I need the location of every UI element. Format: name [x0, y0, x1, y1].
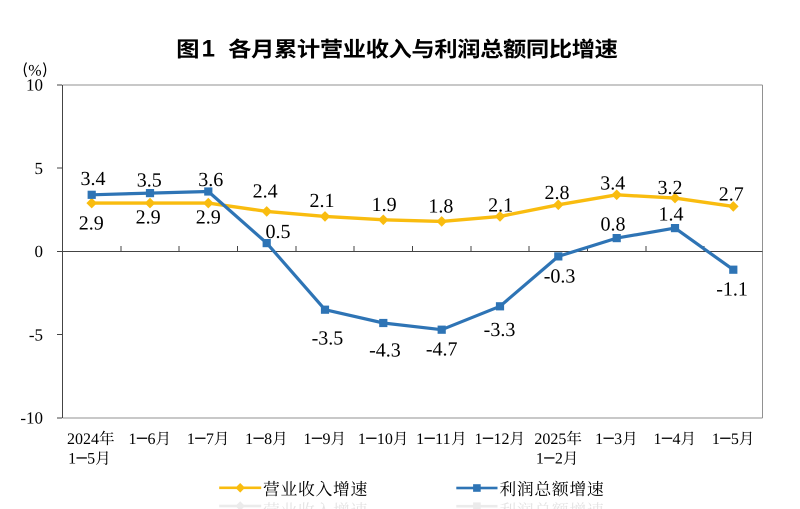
svg-text:3.4: 3.4	[81, 168, 106, 190]
svg-text:-0.3: -0.3	[544, 266, 576, 288]
svg-text:2.8: 2.8	[545, 182, 570, 204]
svg-text:12: 12	[494, 431, 510, 448]
svg-text:-10: -10	[20, 409, 43, 428]
svg-text:-5: -5	[29, 325, 43, 344]
svg-text:2: 2	[555, 451, 563, 468]
svg-text:1: 1	[595, 431, 603, 448]
svg-text:1: 1	[475, 431, 483, 448]
svg-text:-1.1: -1.1	[716, 279, 748, 301]
svg-text:5: 5	[87, 451, 95, 468]
svg-text:2.9: 2.9	[136, 207, 161, 229]
svg-text:11: 11	[435, 431, 450, 448]
svg-text:2.9: 2.9	[196, 207, 221, 229]
svg-text:1.4: 1.4	[659, 203, 684, 225]
svg-text:2.4: 2.4	[253, 181, 278, 203]
svg-text:2025: 2025	[534, 431, 566, 448]
svg-text:-3.5: -3.5	[312, 328, 344, 350]
svg-text:2.9: 2.9	[79, 212, 104, 234]
svg-text:3: 3	[614, 431, 622, 448]
svg-text:-4.3: -4.3	[369, 339, 401, 361]
svg-text:1: 1	[416, 431, 424, 448]
svg-text:1: 1	[358, 431, 366, 448]
svg-text:3.5: 3.5	[137, 170, 162, 192]
svg-text:1.9: 1.9	[372, 194, 397, 216]
svg-text:3.4: 3.4	[600, 173, 625, 195]
svg-text:2024: 2024	[67, 431, 99, 448]
svg-text:5: 5	[35, 159, 44, 178]
svg-text:1: 1	[129, 431, 137, 448]
svg-text:4: 4	[673, 431, 681, 448]
svg-text:-3.3: -3.3	[484, 319, 516, 341]
svg-text:2.1: 2.1	[488, 194, 513, 216]
svg-text:2.1: 2.1	[310, 190, 335, 212]
svg-text:1.8: 1.8	[428, 196, 453, 218]
svg-text:1: 1	[68, 451, 76, 468]
svg-text:6: 6	[148, 431, 156, 448]
svg-text:3.6: 3.6	[198, 169, 223, 191]
svg-text:5: 5	[731, 431, 739, 448]
svg-text:0: 0	[35, 242, 44, 261]
svg-text:0.5: 0.5	[266, 221, 291, 243]
svg-text:1: 1	[202, 36, 215, 63]
svg-text:%: %	[28, 63, 41, 80]
svg-text:7: 7	[206, 431, 214, 448]
svg-text:2.7: 2.7	[719, 184, 744, 206]
svg-text:3.2: 3.2	[658, 177, 683, 199]
svg-text:8: 8	[264, 431, 272, 448]
svg-text:1: 1	[654, 431, 662, 448]
svg-text:10: 10	[377, 431, 393, 448]
svg-text:0.8: 0.8	[601, 213, 626, 235]
svg-text:-4.7: -4.7	[426, 339, 458, 361]
svg-text:9: 9	[323, 431, 331, 448]
svg-text:1: 1	[712, 431, 720, 448]
svg-text:1: 1	[304, 431, 312, 448]
svg-text:1: 1	[245, 431, 253, 448]
svg-text:10: 10	[26, 76, 43, 95]
svg-text:1: 1	[187, 431, 195, 448]
svg-text:1: 1	[536, 451, 544, 468]
